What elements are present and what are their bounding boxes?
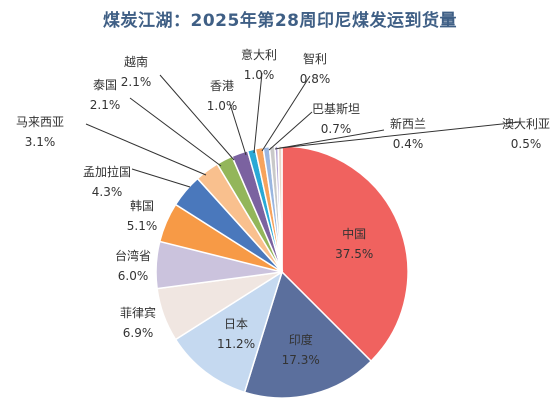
slice-name-label-2: 日本 xyxy=(224,317,248,331)
pie-slice-1[interactable] xyxy=(243,270,373,399)
slice-name-label-0: 中国 xyxy=(342,226,366,241)
slice-value-label-15: 0.5% xyxy=(511,137,542,151)
slice-name-label-7: 马来西亚 xyxy=(16,115,64,129)
slice-name-label-9: 越南 xyxy=(124,54,148,69)
leader-line-13 xyxy=(268,111,313,151)
slice-value-label-12: 0.8% xyxy=(300,72,331,86)
slice-name-label-6: 孟加拉国 xyxy=(83,164,131,179)
slice-value-label-2: 11.2% xyxy=(217,337,255,351)
slice-name-label-3: 菲律宾 xyxy=(120,305,156,320)
leader-line-11 xyxy=(253,72,263,154)
slice-name-label-1: 印度 xyxy=(289,332,313,347)
leader-line-14 xyxy=(274,129,385,150)
slice-value-label-9: 2.1% xyxy=(121,75,152,89)
slice-name-label-13: 巴基斯坦 xyxy=(312,102,360,116)
slice-name-label-10: 香港 xyxy=(210,79,234,93)
slice-value-label-11: 1.0% xyxy=(244,68,275,82)
leader-line-7 xyxy=(85,123,207,176)
slice-value-label-4: 6.0% xyxy=(118,269,149,283)
pie-slice-2[interactable] xyxy=(174,270,284,394)
slice-value-label-6: 4.3% xyxy=(92,185,123,199)
leader-line-8 xyxy=(129,97,222,167)
leader-line-10 xyxy=(229,103,247,156)
slice-value-label-8: 2.1% xyxy=(90,98,121,112)
slice-name-label-8: 泰国 xyxy=(93,78,117,92)
slice-name-label-4: 台湾省 xyxy=(115,248,151,263)
slice-value-label-7: 3.1% xyxy=(25,135,56,149)
slice-name-label-14: 新西兰 xyxy=(390,116,426,131)
slice-name-label-5: 韩国 xyxy=(130,198,154,213)
slice-value-label-1: 17.3% xyxy=(282,353,320,367)
slice-name-label-12: 智利 xyxy=(303,51,327,66)
slice-value-label-13: 0.7% xyxy=(321,122,352,136)
pie-slice-0[interactable] xyxy=(281,145,409,363)
slice-name-label-11: 意大利 xyxy=(241,47,277,62)
slice-value-label-14: 0.4% xyxy=(393,137,424,151)
slice-value-label-0: 37.5% xyxy=(335,247,373,261)
slice-value-label-5: 5.1% xyxy=(127,219,158,233)
slice-name-label-15: 澳大利亚 xyxy=(502,117,550,131)
slice-value-label-3: 6.9% xyxy=(123,326,154,340)
slice-value-label-10: 1.0% xyxy=(207,99,238,113)
leader-line-6 xyxy=(131,168,191,188)
leader-line-12 xyxy=(261,75,311,152)
leader-line-15 xyxy=(279,121,521,149)
pie-slice-15[interactable] xyxy=(277,145,283,273)
chart-title: 煤炭江湖：2025年第28周印尼煤发运到货量 xyxy=(103,11,457,31)
leader-line-9 xyxy=(159,74,235,161)
